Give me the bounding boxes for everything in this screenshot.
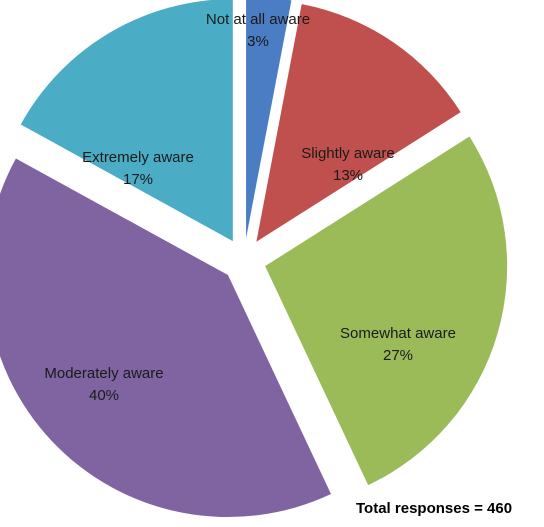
slice-label-percent: 27% <box>383 347 413 364</box>
slice-label: Extremely aware 17% <box>82 149 194 188</box>
total-responses-note: Total responses = 460 <box>356 500 513 517</box>
slice-label: Slightly aware 13% <box>301 145 394 184</box>
slice-label-percent: 3% <box>247 33 269 50</box>
pie-slice-somewhat-aware <box>265 136 508 486</box>
slice-label-percent: 13% <box>333 167 363 184</box>
slice-label-name: Extremely aware <box>82 149 194 166</box>
slice-label-percent: 40% <box>89 387 119 404</box>
slice-label-percent: 17% <box>123 171 153 188</box>
slice-label: Somewhat aware 27% <box>340 325 456 364</box>
pie-slice-not-at-all-aware <box>246 0 292 239</box>
slice-label: Not at all aware 3% <box>206 11 310 50</box>
pie-slices <box>0 0 508 518</box>
slice-label-name: Slightly aware <box>301 145 394 162</box>
pie-slice-slightly-aware <box>256 4 461 242</box>
slice-label-name: Moderately aware <box>44 365 163 382</box>
slice-label-name: Somewhat aware <box>340 325 456 342</box>
pie-labels: Not at all aware 3% Slightly aware 13% Somew… <box>44 11 456 404</box>
slice-label: Moderately aware 40% <box>44 365 163 404</box>
slice-label-name: Not at all aware <box>206 11 310 28</box>
pie-slice-extremely-aware <box>20 0 233 242</box>
pie-slice-moderately-aware <box>0 158 332 518</box>
